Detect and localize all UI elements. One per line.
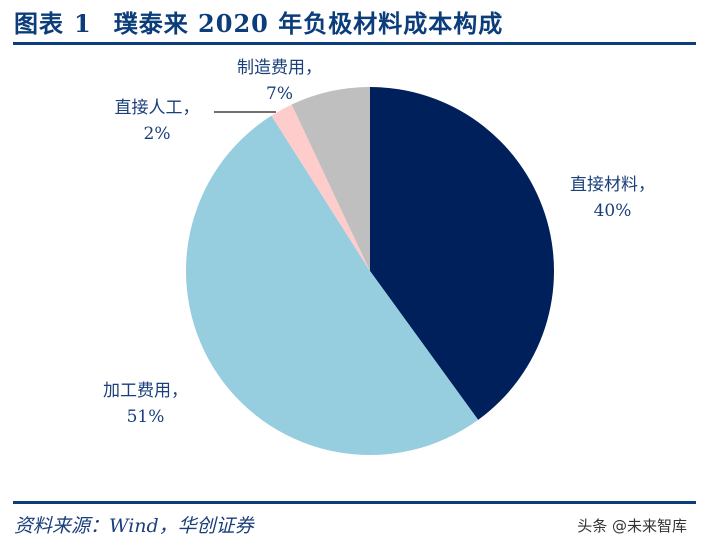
label-value: 40% bbox=[593, 201, 632, 221]
source-note: 资料来源：Wind，华创证券 bbox=[14, 515, 254, 537]
title-rule bbox=[13, 42, 696, 45]
pie-slice bbox=[370, 87, 555, 420]
label-manufacturing-cost: 制造费用， 7% bbox=[222, 55, 337, 107]
figure-label: 图表 bbox=[14, 9, 64, 38]
watermark: 头条 @未来智库 bbox=[577, 517, 687, 535]
pie-slice bbox=[291, 87, 370, 271]
label-value: 51% bbox=[126, 407, 165, 427]
title-text: 璞泰来 2020 年负极材料成本构成 bbox=[113, 9, 504, 38]
label-name: 加工费用， bbox=[103, 381, 188, 401]
label-name: 直接人工， bbox=[114, 98, 200, 118]
label-processing-cost: 加工费用， 51% bbox=[88, 378, 203, 430]
footer-rule bbox=[13, 501, 696, 504]
label-direct-labor: 直接人工， 2% bbox=[97, 95, 217, 147]
label-value: 2% bbox=[143, 124, 171, 144]
chart-title: 图表 1 璞泰来 2020 年负极材料成本构成 bbox=[14, 4, 503, 39]
label-name: 制造费用， bbox=[237, 58, 322, 78]
label-value: 7% bbox=[266, 84, 293, 104]
pie-slice bbox=[271, 104, 370, 271]
figure-number: 1 bbox=[74, 9, 92, 38]
label-direct-materials: 直接材料， 40% bbox=[555, 172, 670, 224]
pie-slices bbox=[186, 87, 555, 455]
pie-slice bbox=[186, 115, 479, 455]
label-name: 直接材料， bbox=[570, 175, 655, 195]
